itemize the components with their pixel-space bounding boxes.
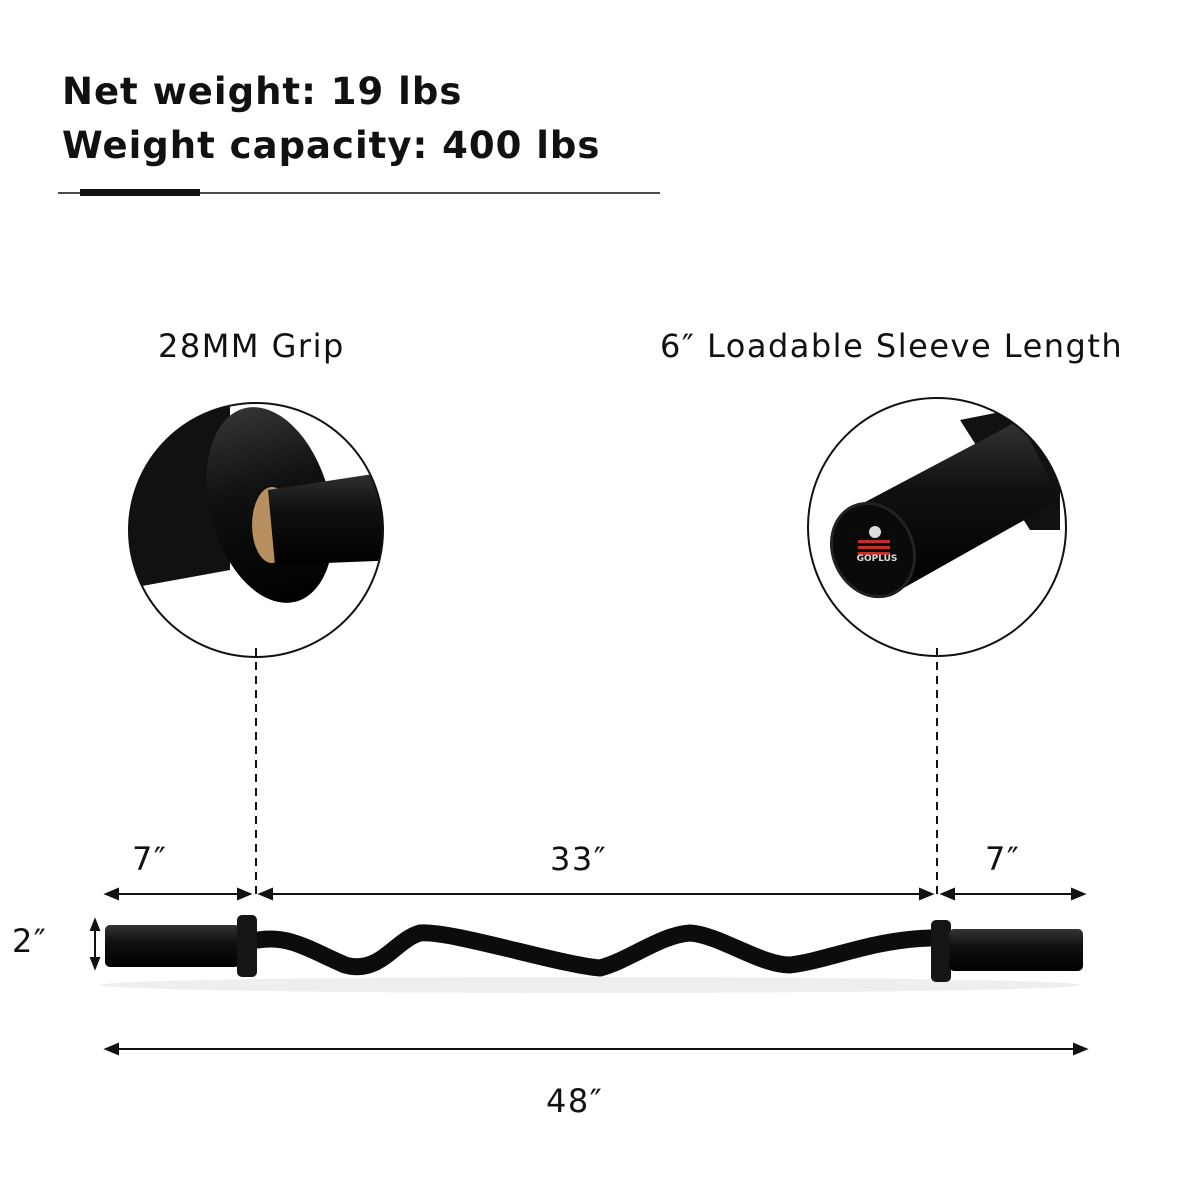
weight-capacity-spec: Weight capacity: 400 lbs <box>62 124 601 167</box>
net-weight-spec: Net weight: 19 lbs <box>62 70 463 113</box>
diameter-dimension: 2″ <box>12 922 48 960</box>
right-sleeve-dimension: 7″ <box>985 840 1021 878</box>
ez-curl-bar <box>100 915 1083 993</box>
goplus-logo: GOPLUS <box>857 554 898 564</box>
middle-dimension: 33″ <box>550 840 608 878</box>
grip-label: 28MM Grip <box>158 327 345 365</box>
sleeve-length-label: 6″ Loadable Sleeve Length <box>660 327 1124 365</box>
left-sleeve-dimension: 7″ <box>132 840 168 878</box>
total-length-dimension: 48″ <box>546 1082 604 1120</box>
dimension-arrows <box>89 887 1089 1056</box>
grip-callout-circle <box>128 402 384 658</box>
sleeve-detail-image <box>808 398 1066 656</box>
grip-detail-image <box>129 403 383 657</box>
divider-accent <box>80 189 200 196</box>
